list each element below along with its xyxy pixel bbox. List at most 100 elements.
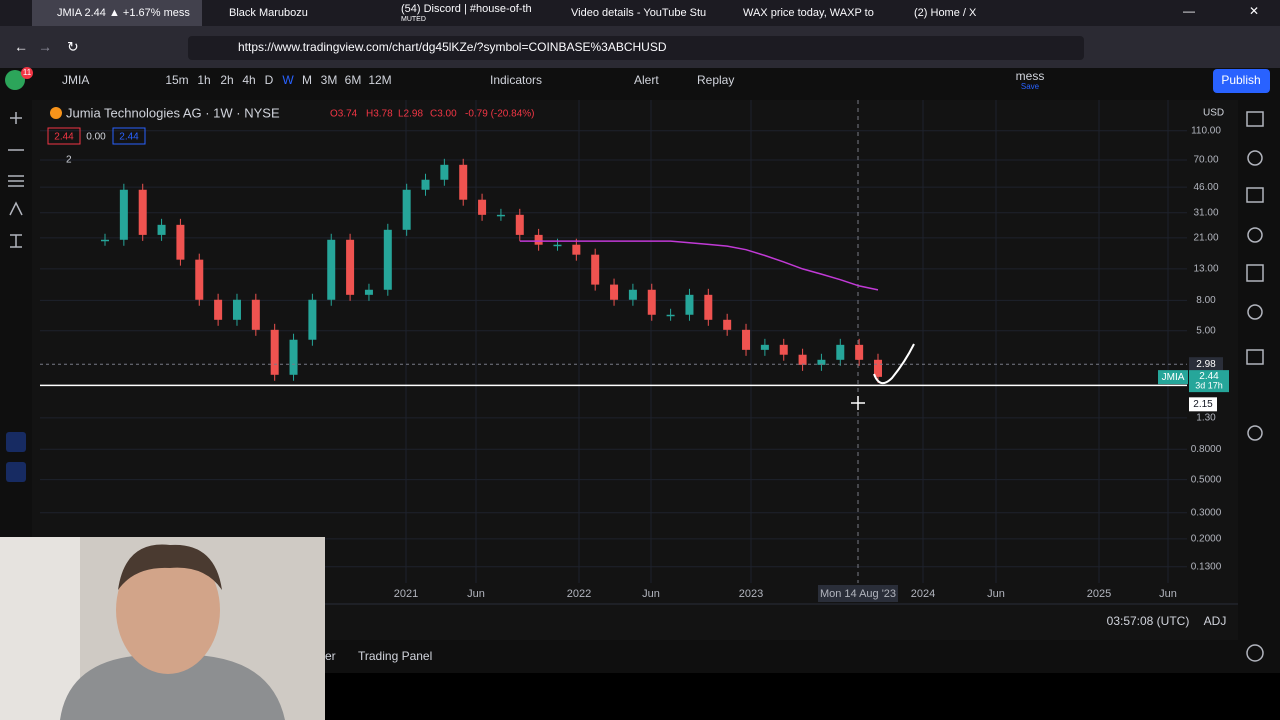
candle [478, 199, 487, 215]
clock: 03:57:08 (UTC) [1107, 614, 1190, 628]
pattern-tool[interactable] [9, 201, 23, 216]
fib-tool[interactable] [8, 175, 24, 187]
interval-button[interactable]: W [282, 73, 294, 87]
forward-button[interactable]: → [38, 39, 52, 55]
save-label[interactable]: Save [1021, 82, 1040, 91]
hotlist-icon[interactable] [1247, 227, 1263, 243]
ideas-icon[interactable] [1247, 304, 1263, 320]
drawing [873, 343, 915, 385]
url[interactable]: https://www.tradingview.com/chart/dg45lK… [238, 40, 667, 54]
candle [402, 189, 411, 230]
indicators-button[interactable]: Indicators [490, 73, 542, 87]
symbol-logo [50, 107, 62, 119]
candle [383, 229, 392, 290]
stream-icon[interactable] [1247, 425, 1263, 441]
interval-button[interactable]: 6M [345, 73, 362, 87]
back-button[interactable]: ← [14, 39, 28, 55]
interval-group: 15m 1h 2h 4h D W M 3M 6M 12M [165, 73, 391, 87]
watchlist-icon[interactable] [1246, 111, 1264, 127]
chat-icon[interactable] [1246, 349, 1264, 365]
candle [647, 289, 656, 315]
avatar[interactable] [5, 70, 25, 90]
tabs: JMIA 2.44 ▲ +1.67% mess Black Marubozu (… [57, 3, 977, 23]
candle [138, 189, 147, 235]
interval-button[interactable]: 2h [220, 73, 233, 87]
ask-box [112, 127, 146, 145]
moving-average [519, 240, 879, 291]
candle [855, 344, 864, 360]
bid-price: 2.44 [54, 132, 74, 143]
interval-button[interactable]: M [302, 73, 312, 87]
candle [176, 224, 185, 260]
tab[interactable]: WAX price today, WAXP to [743, 7, 874, 19]
interval-button[interactable]: 4h [242, 73, 255, 87]
interval-button[interactable]: 15m [165, 73, 188, 87]
adj-button[interactable]: ADJ [1204, 614, 1227, 628]
time-label: Jun [987, 588, 1005, 600]
badge-count: 11 [23, 68, 32, 77]
candle [723, 319, 732, 330]
candle [157, 224, 166, 235]
right-sidebar [1238, 100, 1280, 673]
tab[interactable]: Video details - YouTube Stu [571, 7, 706, 19]
candle [232, 299, 241, 320]
candle [685, 294, 694, 315]
close-window[interactable]: ✕ [1249, 4, 1259, 18]
lock-tool[interactable] [6, 462, 26, 482]
candle [251, 299, 260, 330]
interval-button[interactable]: D [265, 73, 274, 87]
crosshair-tool[interactable] [10, 112, 22, 124]
tab[interactable]: Black Marubozu [229, 7, 308, 19]
ohlc-value: -0.79 (-20.84%) [465, 109, 534, 120]
interval-button[interactable]: 1h [197, 73, 210, 87]
indicator-toggle[interactable]: 2 [66, 155, 72, 166]
url-field[interactable] [188, 36, 1084, 60]
replay-button[interactable]: Replay [697, 73, 734, 87]
y-tick-label: 5.00 [1196, 325, 1216, 336]
time-label: Mon 14 Aug '23 [820, 588, 896, 600]
alerts-icon[interactable] [1247, 150, 1263, 166]
data-icon[interactable] [1246, 187, 1264, 203]
tab[interactable]: JMIA 2.44 ▲ +1.67% mess [57, 7, 190, 19]
calendar-icon[interactable] [1246, 264, 1264, 282]
minimize[interactable]: — [1183, 4, 1195, 18]
candle [572, 244, 581, 255]
candle [817, 359, 826, 365]
y-tick-label: 21.00 [1193, 233, 1218, 244]
panel-tab[interactable]: er [325, 649, 336, 663]
low-label: 2.98 [1196, 359, 1216, 370]
tab[interactable]: (54) Discord | #house-of-th [401, 3, 532, 15]
time-label: 2021 [394, 588, 418, 600]
publish-label[interactable]: Publish [1221, 73, 1260, 87]
magnet-tool[interactable] [6, 432, 26, 452]
alert-button[interactable]: Alert [634, 73, 659, 87]
time-label: 2022 [567, 588, 591, 600]
candle [459, 164, 468, 200]
ohlc-value: H3.78 [366, 109, 393, 120]
symbol-tag: JMIA [1162, 372, 1185, 383]
reload-button[interactable]: ↻ [67, 39, 79, 55]
candle [327, 239, 336, 300]
currency[interactable]: USD [1203, 108, 1224, 119]
panel-tab[interactable]: Trading Panel [358, 649, 432, 663]
webcam-person-body [60, 654, 285, 720]
candle [515, 214, 524, 235]
time-label: 2025 [1087, 588, 1111, 600]
interval-button[interactable]: 12M [368, 73, 391, 87]
time-label: Jun [467, 588, 485, 600]
publish-button[interactable] [1213, 69, 1270, 93]
time-label: Jun [1159, 588, 1177, 600]
left-tools [6, 112, 26, 482]
interval-button[interactable]: 3M [321, 73, 338, 87]
active-tab[interactable] [32, 0, 202, 26]
text-tool[interactable] [10, 234, 22, 248]
candle [496, 214, 505, 217]
symbol-search[interactable]: JMIA [62, 73, 89, 87]
candle [440, 164, 449, 180]
candle [346, 239, 355, 295]
layout-name[interactable]: mess [1016, 69, 1045, 83]
tab[interactable]: (2) Home / X [914, 7, 977, 19]
help-icon[interactable] [1246, 644, 1264, 662]
ask-price: 2.44 [119, 132, 139, 143]
